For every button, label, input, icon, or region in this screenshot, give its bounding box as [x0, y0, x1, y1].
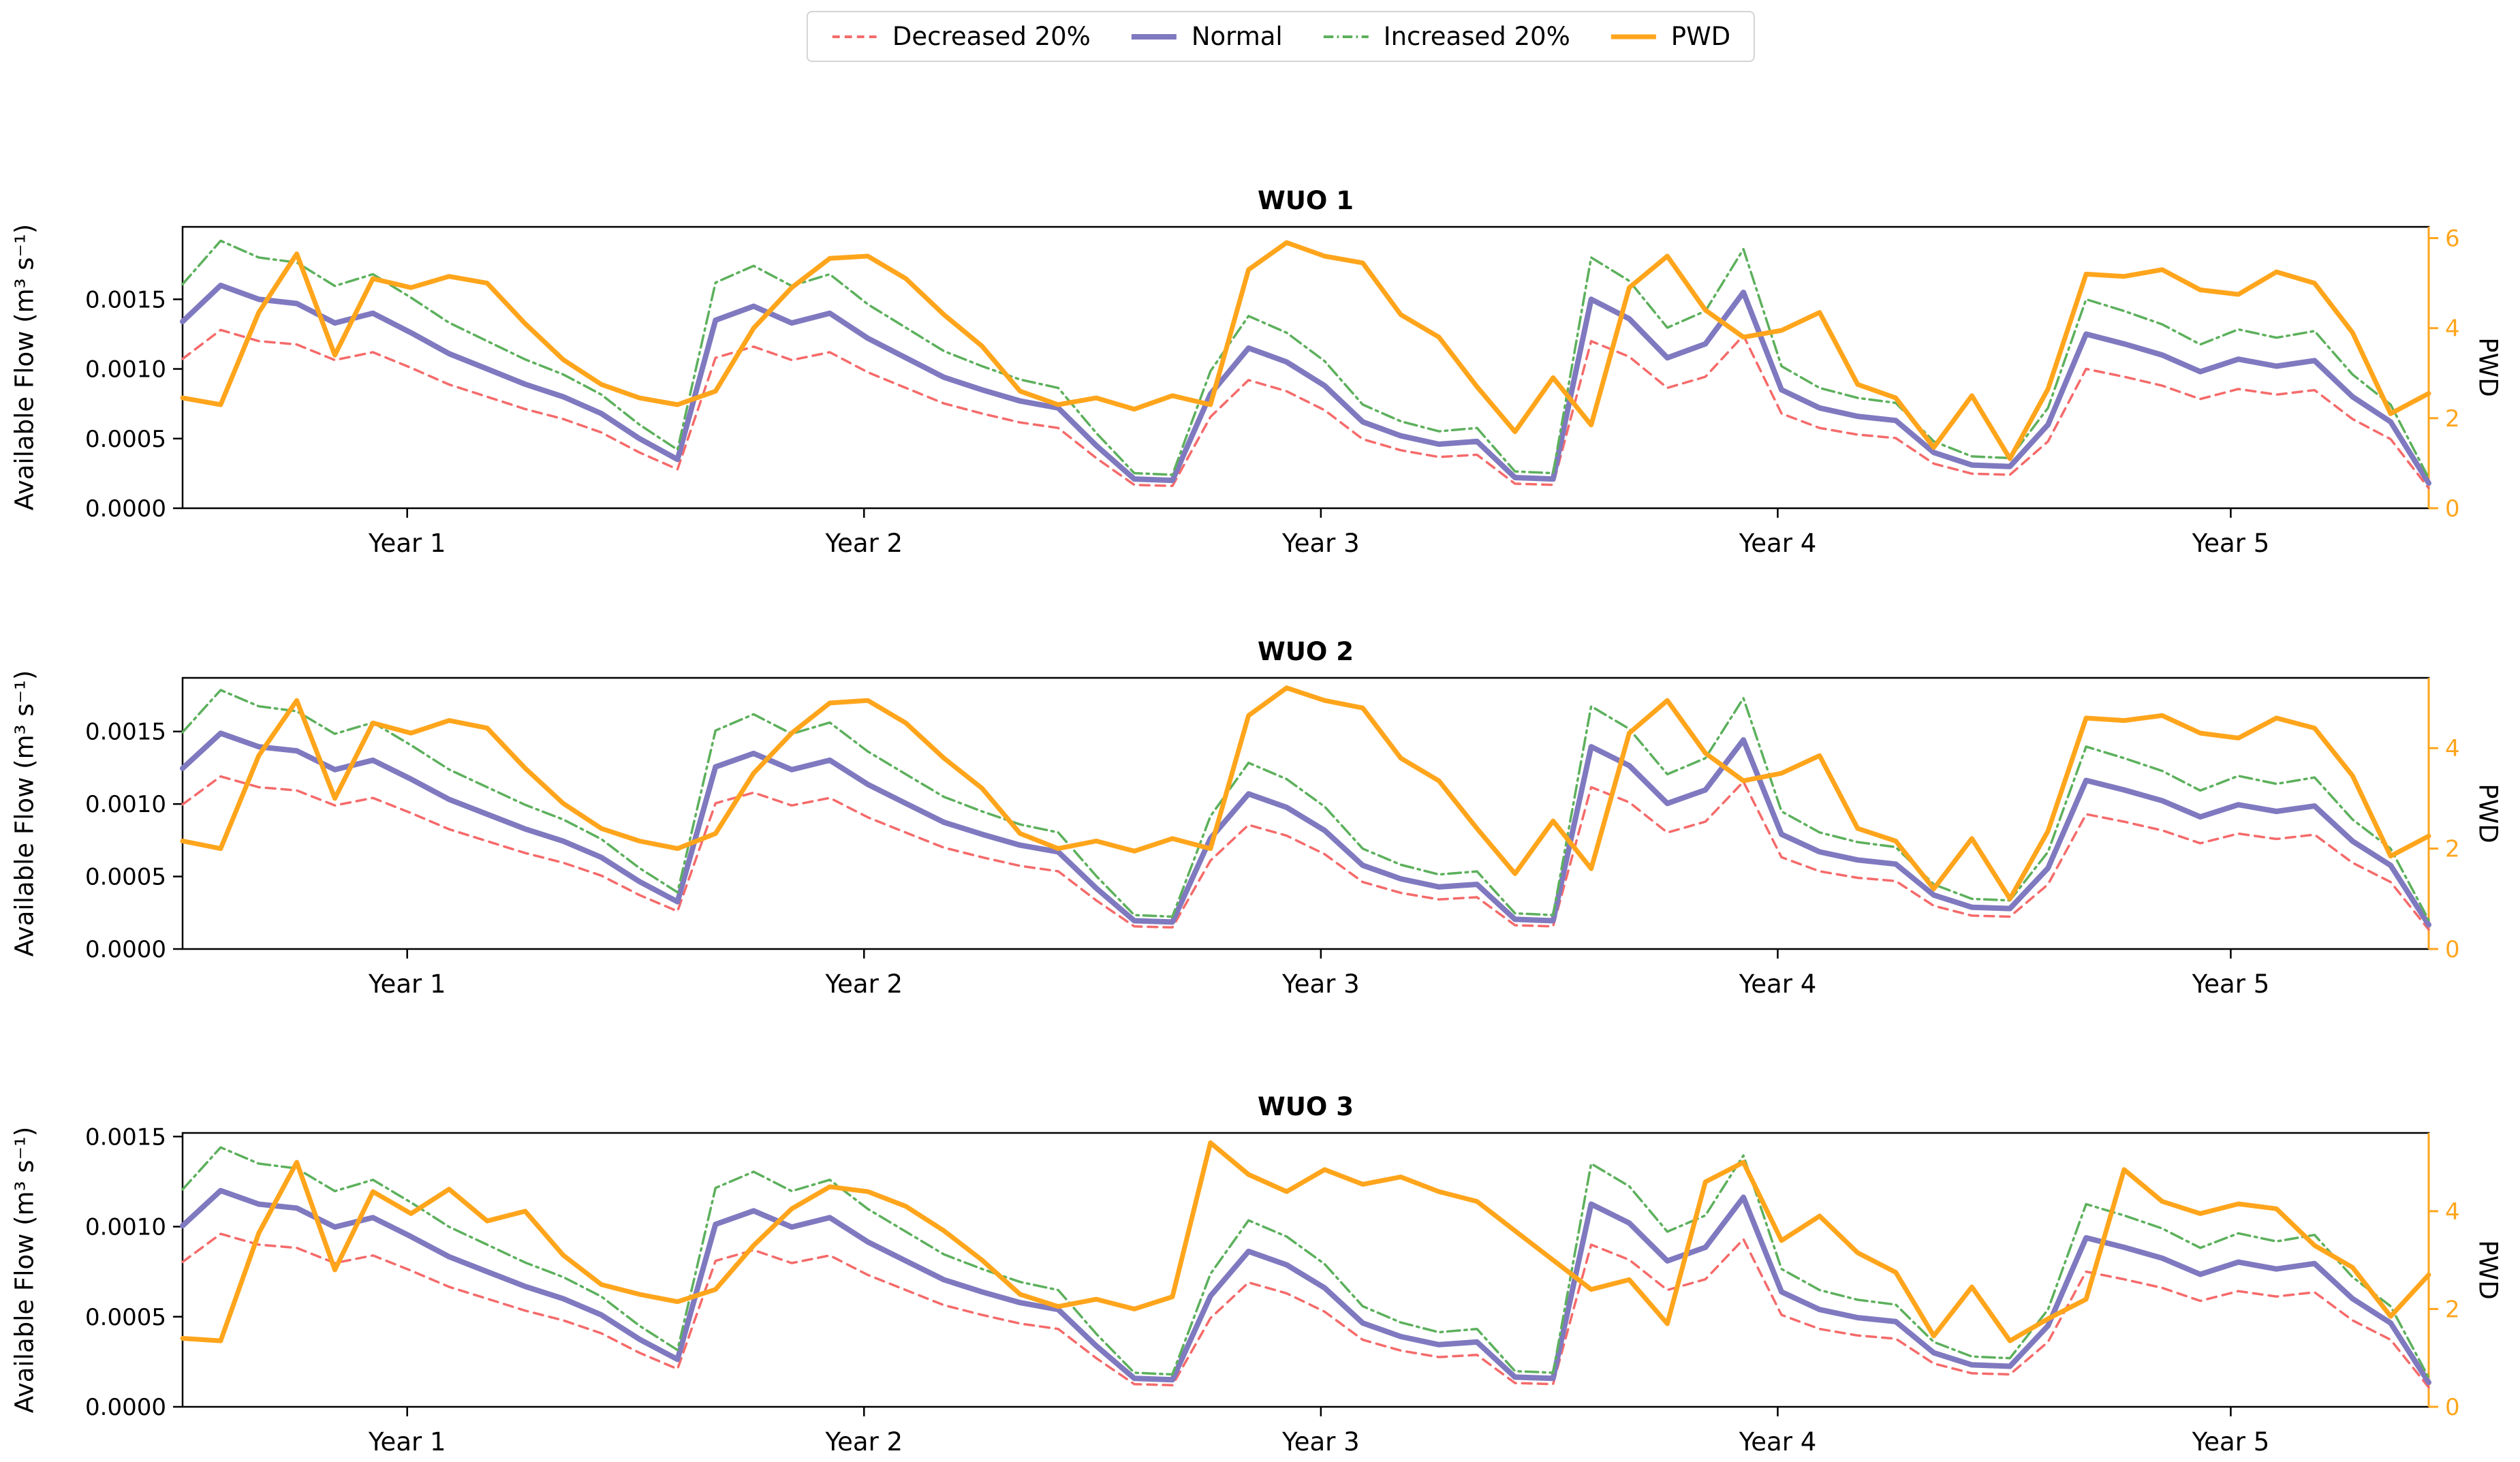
- y-tick-label-left: 0.0010: [85, 791, 166, 818]
- x-tick-label: Year 2: [824, 529, 903, 558]
- y-tick-label-right: 2: [2445, 405, 2460, 433]
- y-tick-label-left: 0.0000: [85, 936, 166, 963]
- legend-line-normal-icon: [1131, 33, 1177, 40]
- legend-label-normal: Normal: [1191, 22, 1283, 51]
- y-tick-label-left: 0.0010: [85, 1214, 166, 1241]
- x-tick-label: Year 3: [1281, 1427, 1360, 1457]
- x-tick-label: Year 1: [368, 969, 446, 999]
- x-tick-label: Year 3: [1281, 529, 1360, 558]
- y-tick-label-right: 4: [2445, 735, 2460, 762]
- y-tick-label-right: 2: [2445, 1296, 2460, 1323]
- plot-title-wuo1: WUO 1: [1258, 186, 1354, 215]
- x-tick-label: Year 4: [1739, 1427, 1817, 1457]
- y-tick-label-right: 0: [2445, 936, 2460, 963]
- x-tick-label: Year 5: [2192, 529, 2270, 558]
- y-tick-label-left: 0.0000: [85, 1394, 166, 1421]
- axes-frame: [181, 225, 2430, 510]
- x-tick-label: Year 3: [1281, 969, 1360, 999]
- legend-line-increased-icon: [1323, 35, 1369, 38]
- y-tick-label-right: 4: [2445, 315, 2460, 343]
- y-tick-label-left: 0.0010: [85, 356, 166, 384]
- axes-frame: [181, 1132, 2430, 1408]
- y-tick-label-left: 0.0005: [85, 864, 166, 891]
- series-line-increased-20-: [181, 689, 2430, 922]
- legend-item-pwd: PWD: [1610, 22, 1730, 51]
- series-line-normal: [180, 1187, 2431, 1386]
- y-tick-label-right: 6: [2445, 225, 2460, 253]
- series-line-increased-20-: [181, 239, 2430, 480]
- x-tick-label: Year 5: [2192, 1427, 2270, 1457]
- legend-item-decreased: Decreased 20%: [831, 22, 1091, 51]
- legend-label-pwd: PWD: [1670, 22, 1731, 51]
- series-line-pwd: [180, 685, 2431, 901]
- y-tick-label-left: 0.0015: [85, 286, 166, 313]
- y-tick-label-left: 0.0000: [85, 495, 166, 523]
- plot-title-wuo3: WUO 3: [1258, 1092, 1354, 1121]
- y-tick-label-left: 0.0015: [85, 1123, 166, 1151]
- series-line-decreased-20-: [181, 1232, 2430, 1389]
- legend-line-decreased-icon: [832, 35, 877, 38]
- series-line-increased-20-: [181, 1146, 2430, 1379]
- x-tick-label: Year 1: [368, 529, 446, 558]
- series-line-normal: [180, 282, 2431, 486]
- y-tick-label-right: 0: [2445, 1394, 2460, 1421]
- series-line-pwd: [180, 1140, 2431, 1343]
- y-tick-label-left: 0.0015: [85, 719, 166, 746]
- plot-title-wuo2: WUO 2: [1258, 637, 1354, 666]
- x-tick-label: Year 5: [2192, 969, 2270, 999]
- legend-item-normal: Normal: [1130, 22, 1283, 51]
- legend-line-pwd-icon: [1611, 34, 1656, 39]
- x-tick-label: Year 2: [824, 969, 903, 999]
- y-tick-label-right: 0: [2445, 495, 2460, 523]
- series-line-pwd: [180, 240, 2431, 461]
- y-tick-label-right: 4: [2445, 1198, 2460, 1226]
- series-line-decreased-20-: [181, 328, 2430, 490]
- y-tick-label-right: 2: [2445, 836, 2460, 863]
- legend-label-decreased: Decreased 20%: [892, 22, 1091, 51]
- series-line-normal: [180, 730, 2431, 928]
- series-line-decreased-20-: [181, 775, 2430, 931]
- y-tick-label-left: 0.0005: [85, 426, 166, 453]
- y-tick-label-left: 0.0005: [85, 1304, 166, 1331]
- x-tick-label: Year 4: [1739, 969, 1817, 999]
- legend-item-increased: Increased 20%: [1322, 22, 1570, 51]
- legend-label-increased: Increased 20%: [1383, 22, 1570, 51]
- x-tick-label: Year 1: [368, 1427, 446, 1457]
- legend: Decreased 20% Normal Increased 20% PWD: [806, 11, 1756, 62]
- x-tick-label: Year 2: [824, 1427, 903, 1457]
- x-tick-label: Year 4: [1739, 529, 1817, 558]
